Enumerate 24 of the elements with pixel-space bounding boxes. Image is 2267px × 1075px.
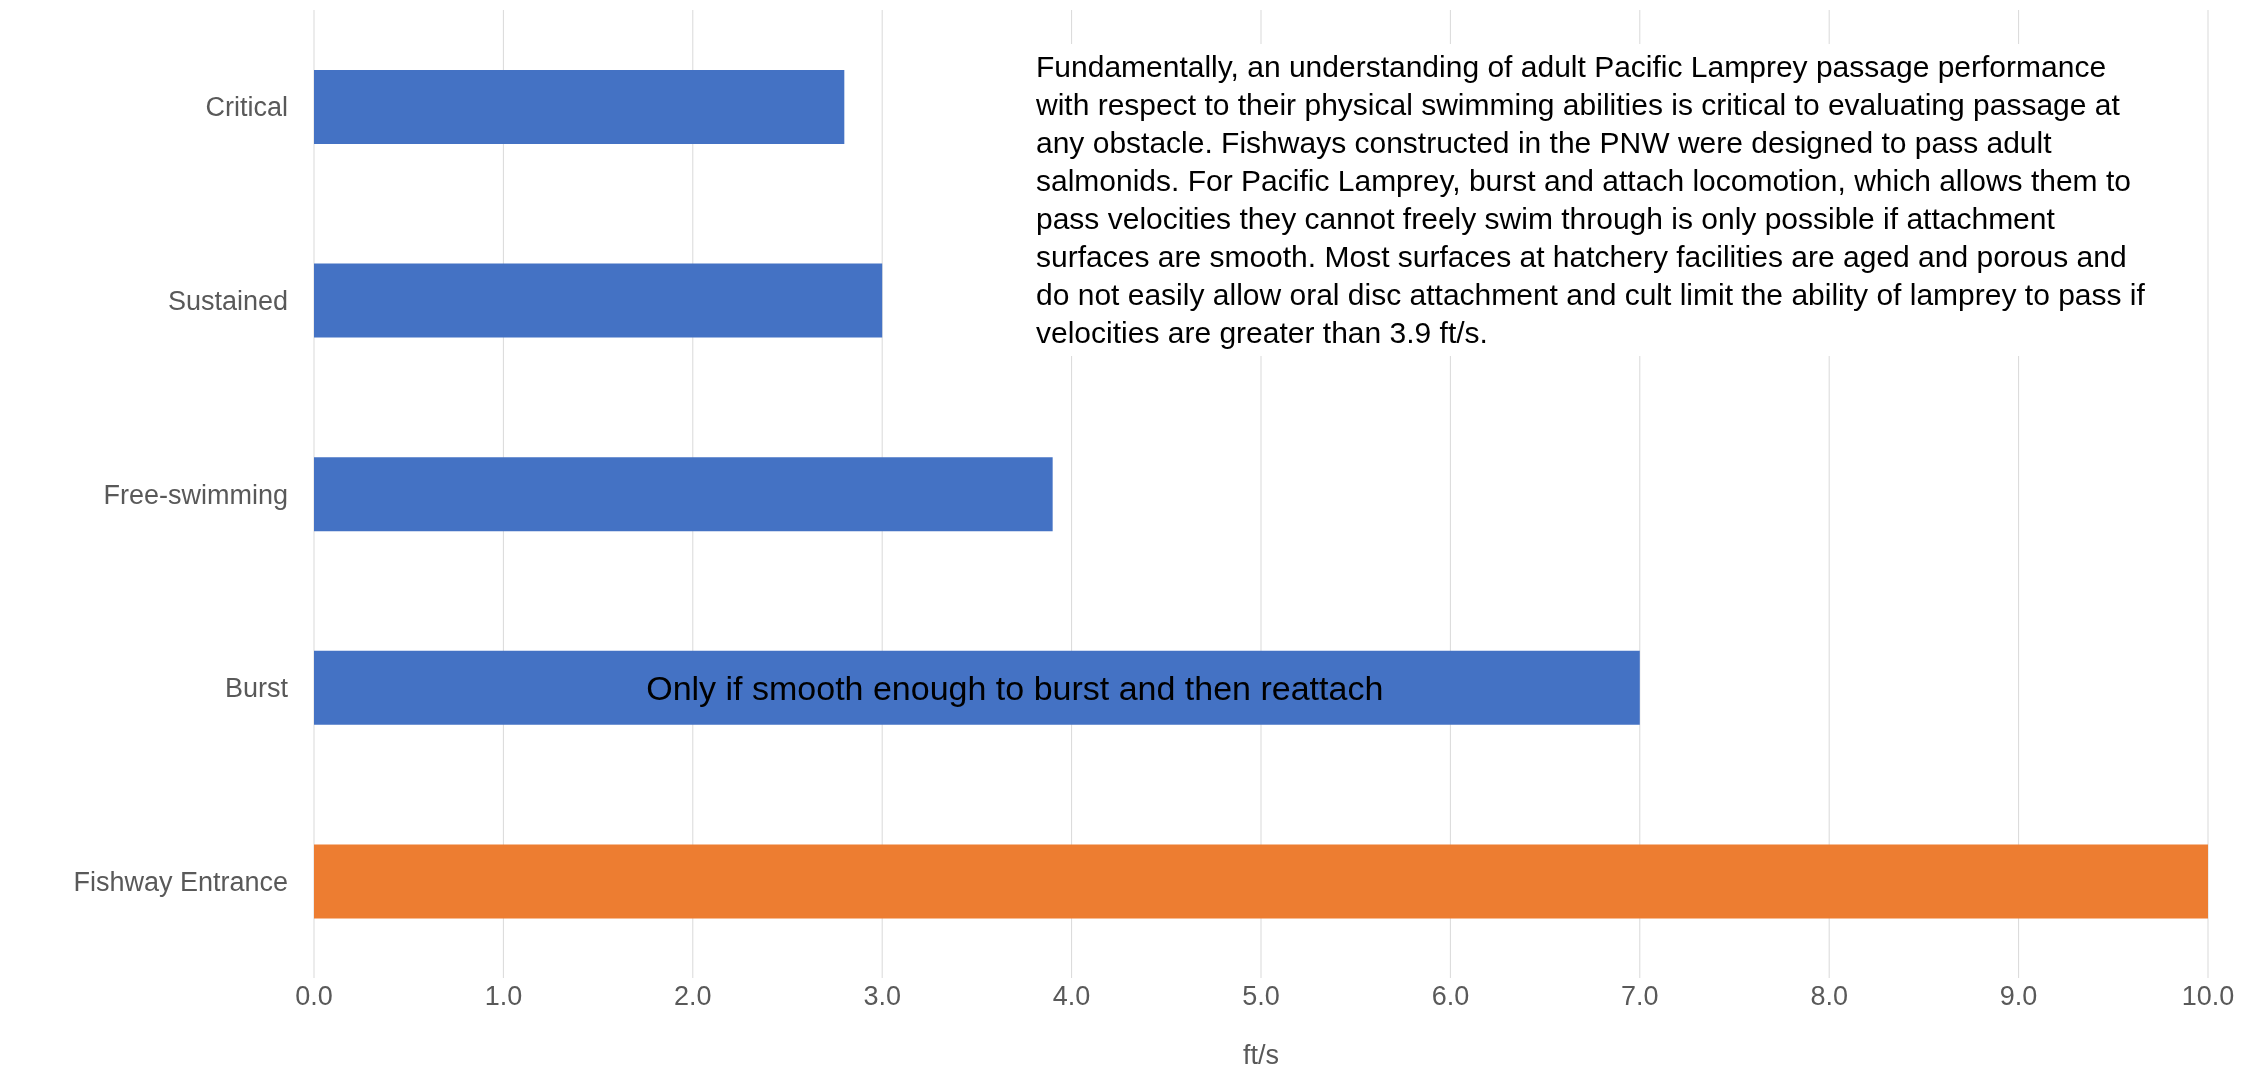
y-tick-label: Critical (205, 92, 288, 123)
annotation: Only if smooth enough to burst and then reattach (646, 668, 1384, 708)
x-axis-title: ft/s (1242, 1040, 1280, 1070)
x-tick-label: 10.0 (2181, 981, 2235, 1012)
x-tick-label: 4.0 (1052, 981, 1091, 1012)
x-tick-label: 5.0 (1242, 981, 1280, 1012)
y-tick-label: Sustained (167, 285, 288, 316)
bar (314, 70, 845, 145)
y-tick-label: Fishway Entrance (73, 866, 288, 897)
x-tick-label: 7.0 (1621, 981, 1659, 1012)
bar (314, 457, 1053, 532)
bar (314, 263, 883, 338)
y-tick-label: Burst (224, 673, 289, 704)
x-tick-label: 1.0 (484, 981, 523, 1012)
annotation: Fundamentally, an understanding of adult Pacific Lamprey passage performance with respect to their physical swimming abilities is critical to evaluating passage at any obstacle. Fishways constructed in the PNW were designed to pass adult salmonids. For Pacific Lamprey, burst and attach locomotion, which allows them to pass velocities they cannot freely swim through is only possible if attachment surfaces are smooth. Most surfaces at hatchery facilities are aged and porous and do not easily allow oral disc attachment and cult limit the ability of lamprey to pass if velocities are greater than 3.9 ft/s. (1028, 44, 2164, 356)
x-tick-label: 3.0 (863, 981, 901, 1012)
bar (314, 844, 2208, 919)
x-tick-label: 2.0 (674, 981, 712, 1012)
x-tick-label: 0.0 (295, 981, 333, 1012)
y-tick-label: Free-swimming (103, 479, 288, 510)
x-tick-label: 8.0 (1810, 981, 1848, 1012)
x-tick-label: 6.0 (1431, 981, 1470, 1012)
x-tick-label: 9.0 (1999, 981, 2038, 1012)
bar (314, 650, 1640, 725)
